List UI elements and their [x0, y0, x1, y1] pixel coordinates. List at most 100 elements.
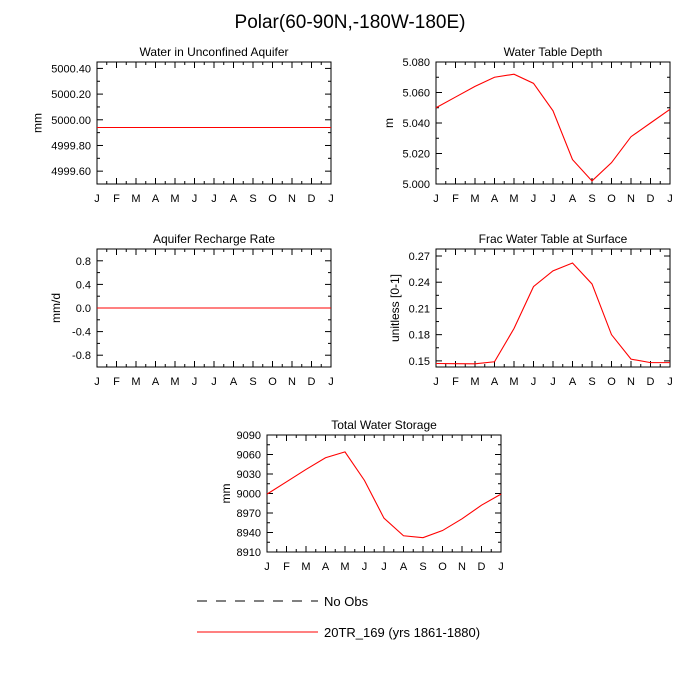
panel-3-ytick-label: 0.0	[76, 303, 91, 315]
legend-label-2: 20TR_169 (yrs 1861-1880)	[324, 625, 480, 640]
panel-4-frame	[435, 248, 671, 368]
panel-3-xtick-label: D	[308, 376, 316, 388]
panel-1-ytick-label: 4999.80	[51, 140, 91, 152]
panel-5-xtick-label: S	[419, 561, 426, 573]
panel-5-xtick-label: J	[381, 561, 387, 573]
panel-5-xtick-label: M	[301, 561, 310, 573]
panel-3-xtick-label: J	[94, 376, 100, 388]
panel-4-ylabel: unitless [0-1]	[388, 274, 402, 342]
panel-5-xtick-label: A	[400, 561, 408, 573]
panel-2-xtick-label: N	[627, 193, 635, 205]
panel-5-ytick-label: 8940	[237, 528, 261, 540]
panel-1-title: Water in Unconfined Aquifer	[140, 45, 289, 59]
panel-4-xtick-label: A	[569, 376, 577, 388]
panel-3-xtick-label: A	[152, 376, 160, 388]
panel-1-xtick-label: A	[152, 193, 160, 205]
panel-2-ytick-label: 5.060	[402, 88, 430, 100]
panel-1-xtick-label: J	[328, 193, 334, 205]
panel-4-xtick-label: M	[509, 376, 518, 388]
panel-5-ytick-label: 9000	[237, 489, 261, 501]
panel-4-ytick-label: 0.18	[409, 330, 430, 342]
panel-3-xtick-label: J	[328, 376, 334, 388]
panel-1-xtick-label: D	[308, 193, 316, 205]
panel-3-ytick-label: -0.8	[72, 350, 91, 362]
panel-2-xtick-label: J	[433, 193, 439, 205]
panel-1-xtick-label: M	[170, 193, 179, 205]
panel-2-xtick-label: A	[491, 193, 499, 205]
panel-4-xtick-label: J	[531, 376, 537, 388]
panel-3-ytick-label: -0.4	[72, 327, 91, 339]
panel-2-xtick-label: A	[569, 193, 577, 205]
panel-4-xtick-label: J	[667, 376, 673, 388]
panel-2-frame	[435, 61, 671, 185]
panel-1-xtick-label: A	[230, 193, 238, 205]
panel-3-xtick-label: F	[113, 376, 120, 388]
panel-4-xtick-label: J	[550, 376, 556, 388]
panel-5-xtick-label: J	[498, 561, 504, 573]
panel-4-xtick-label: A	[491, 376, 499, 388]
panel-2-ytick-label: 5.000	[402, 179, 430, 191]
panel-4-xtick-label: S	[588, 376, 595, 388]
panel-4-xtick-label: O	[607, 376, 616, 388]
panel-5-ytick-label: 8970	[237, 508, 261, 520]
panel-4-ytick-label: 0.27	[409, 251, 430, 263]
panel-4-xtick-label: N	[627, 376, 635, 388]
panel-4-series-line	[435, 262, 670, 365]
panel-3-xtick-label: M	[170, 376, 179, 388]
panel-3-xtick-label: J	[211, 376, 217, 388]
panel-1-xtick-label: J	[211, 193, 217, 205]
panel-2-ytick-label: 5.080	[402, 57, 430, 69]
panel-1-ytick-label: 5000.40	[51, 63, 91, 75]
panel-4-xtick-label: F	[452, 376, 459, 388]
panel-5-ytick-label: 9060	[237, 450, 261, 462]
panel-2-xtick-label: D	[647, 193, 655, 205]
panel-2-xtick-label: J	[531, 193, 537, 205]
panel-2-xtick-label: S	[588, 193, 595, 205]
panel-4-xtick-label: M	[470, 376, 479, 388]
panel-1-xtick-label: F	[113, 193, 120, 205]
panel-1-ylabel: mm	[31, 113, 45, 133]
panel-2-title: Water Table Depth	[504, 45, 603, 59]
panel-5-xtick-label: J	[362, 561, 368, 573]
panel-2-xtick-label: M	[470, 193, 479, 205]
panel-3-xtick-label: M	[131, 376, 140, 388]
panel-4-ytick-label: 0.15	[409, 356, 430, 368]
panel-4-xtick-label: J	[433, 376, 439, 388]
panel-3-ytick-label: 0.4	[76, 279, 91, 291]
panel-5-series-line	[266, 451, 502, 539]
panel-2-xtick-label: F	[452, 193, 459, 205]
panel-1-xtick-label: S	[249, 193, 256, 205]
panel-5-ytick-label: 9090	[237, 430, 261, 442]
panel-5-xtick-label: O	[438, 561, 447, 573]
panel-3-title: Aquifer Recharge Rate	[153, 232, 275, 246]
panel-2-ytick-label: 5.040	[402, 118, 430, 130]
panel-3-xtick-label: S	[249, 376, 256, 388]
panel-4-xtick-label: D	[647, 376, 655, 388]
legend-label-1: No Obs	[324, 594, 369, 609]
panel-3-xtick-label: A	[230, 376, 238, 388]
panel-2-xtick-label: J	[550, 193, 556, 205]
panel-5-frame	[266, 434, 502, 553]
panel-2-ylabel: m	[382, 118, 396, 128]
panel-1-ytick-label: 5000.00	[51, 115, 91, 127]
panel-5-xtick-label: D	[478, 561, 486, 573]
panel-3-xtick-label: J	[192, 376, 198, 388]
panel-3-xtick-label: O	[268, 376, 277, 388]
panel-1-xtick-label: J	[94, 193, 100, 205]
panel-3-ylabel: mm/d	[49, 293, 63, 323]
panel-5-xtick-label: J	[264, 561, 270, 573]
panel-5-ytick-label: 9030	[237, 469, 261, 481]
panel-5-xtick-label: A	[322, 561, 330, 573]
panel-5-xtick-label: M	[340, 561, 349, 573]
panel-4-ytick-label: 0.24	[409, 277, 430, 289]
panel-5-xtick-label: N	[458, 561, 466, 573]
panel-5-title: Total Water Storage	[331, 418, 437, 432]
panel-3-xtick-label: N	[288, 376, 296, 388]
panel-5-ylabel: mm	[219, 484, 233, 504]
panel-2-xtick-label: J	[667, 193, 673, 205]
panel-3-ytick-label: 0.8	[76, 256, 91, 268]
panel-5-ytick-label: 8910	[237, 547, 261, 559]
panel-2-xtick-label: O	[607, 193, 616, 205]
panel-1-ytick-label: 5000.20	[51, 89, 91, 101]
